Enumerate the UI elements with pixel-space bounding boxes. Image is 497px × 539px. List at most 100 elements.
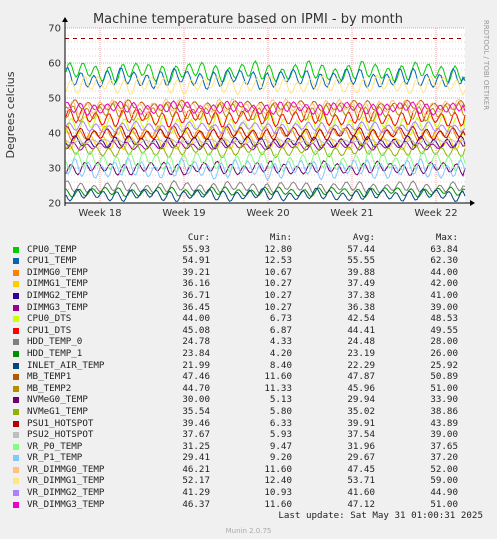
rrdtool-credit: RRDTOOL / TOBI OETIKER <box>482 20 490 110</box>
legend-row: DIMMG0_TEMP 39.21 10.67 39.88 44.00 <box>13 267 493 279</box>
legend-cur-value: 41.29 <box>182 487 210 499</box>
legend-avg-value: 23.19 <box>347 347 375 359</box>
legend-max-value: 49.55 <box>430 324 458 336</box>
legend-avg-value: 24.48 <box>347 336 375 348</box>
legend-series-name: DIMMG3_TEMP <box>27 301 88 313</box>
legend-swatch <box>13 258 19 265</box>
legend-avg-value: 42.54 <box>347 313 375 325</box>
x-tick-label: Week 21 <box>330 208 373 219</box>
legend-avg-value: 47.12 <box>347 498 375 510</box>
legend-cur-value: 47.46 <box>182 371 210 383</box>
legend-series-name: VR_P1_TEMP <box>27 452 83 464</box>
legend-max-value: 44.90 <box>430 487 458 499</box>
x-tick-labels: Week 18 Week 19 Week 20 Week 21 Week 22 <box>78 208 457 219</box>
legend-swatch <box>13 443 19 450</box>
legend-row: VR_DIMMG3_TEMP 46.37 11.60 47.12 51.00 <box>13 499 493 511</box>
legend-avg-value: 36.38 <box>347 301 375 313</box>
legend-max-value: 25.92 <box>430 359 458 371</box>
legend-max-value: 63.84 <box>430 243 458 255</box>
legend-max-value: 33.90 <box>430 394 458 406</box>
legend-cur-value: 35.54 <box>182 405 210 417</box>
legend-row: NVMeG0_TEMP 30.00 5.13 29.94 33.90 <box>13 394 493 406</box>
legend-swatch <box>13 374 19 381</box>
series-line-vr-p0-temp <box>65 149 466 173</box>
legend-avg-value: 55.55 <box>347 255 375 267</box>
legend-row: VR_P1_TEMP 29.41 9.20 29.67 37.20 <box>13 452 493 464</box>
legend-cur-value: 36.16 <box>182 278 210 290</box>
header-cur: Cur: <box>187 232 210 243</box>
series-line-dimmg1-temp <box>65 132 466 151</box>
legend-avg-value: 39.91 <box>347 417 375 429</box>
legend-avg-value: 31.96 <box>347 440 375 452</box>
legend-series-name: DIMMG0_TEMP <box>27 266 88 278</box>
series-line-hdd-temp-0 <box>65 180 466 195</box>
legend-series-name: VR_DIMMG3_TEMP <box>27 498 105 510</box>
series-line-mb-temp2 <box>65 101 466 123</box>
legend-row: CPU0_DTS 44.00 6.73 42.54 48.53 <box>13 313 493 325</box>
legend-avg-value: 44.41 <box>347 324 375 336</box>
legend-swatch <box>13 420 19 427</box>
legend-row: VR_DIMMG0_TEMP 46.21 11.60 47.45 52.00 <box>13 464 493 476</box>
legend-row: HDD_TEMP_0 24.78 4.33 24.48 28.00 <box>13 336 493 348</box>
legend-swatch <box>13 501 19 508</box>
legend-series-name: CPU1_TEMP <box>27 255 77 267</box>
legend-swatch <box>13 304 19 311</box>
series-lines <box>65 60 466 203</box>
legend-avg-value: 29.94 <box>347 394 375 406</box>
legend-max-value: 59.00 <box>430 475 458 487</box>
legend-series-name: MB_TEMP2 <box>27 382 72 394</box>
series-line-nvmeg1-temp <box>65 142 466 159</box>
legend-min-value: 9.47 <box>269 440 292 452</box>
chart-title: Machine temperature based on IPMI - by m… <box>93 12 403 27</box>
legend-row: MB_TEMP2 44.70 11.33 45.96 51.00 <box>13 383 493 395</box>
legend-max-value: 51.00 <box>430 498 458 510</box>
legend-max-value: 38.86 <box>430 405 458 417</box>
legend-row: NVMeG1_TEMP 35.54 5.80 35.02 38.86 <box>13 406 493 418</box>
legend-cur-value: 36.71 <box>182 289 210 301</box>
legend-min-value: 5.80 <box>269 405 292 417</box>
legend-series-name: PSU1_HOTSPOT <box>27 417 94 429</box>
y-tick-label: 40 <box>48 129 61 140</box>
legend-min-value: 5.93 <box>269 429 292 441</box>
legend-max-value: 48.53 <box>430 313 458 325</box>
legend-series-name: VR_DIMMG1_TEMP <box>27 475 105 487</box>
legend-swatch <box>13 466 19 473</box>
series-line-vr-p1-temp <box>65 156 466 181</box>
series-line-vr-dimmg2-temp <box>65 120 466 135</box>
legend-series-name: CPU0_TEMP <box>27 243 77 255</box>
legend-min-value: 5.13 <box>269 394 292 406</box>
legend-avg-value: 47.87 <box>347 371 375 383</box>
series-line-psu2-hotspot <box>65 138 466 145</box>
legend-avg-value: 35.02 <box>347 405 375 417</box>
legend-cur-value: 23.84 <box>182 347 210 359</box>
series-line-vr-dimmg3-temp <box>65 100 466 117</box>
legend-swatch <box>13 327 19 334</box>
legend-swatch <box>13 408 19 415</box>
x-tick-label: Week 22 <box>414 208 457 219</box>
legend-series-name: VR_P0_TEMP <box>27 440 83 452</box>
legend-min-value: 6.33 <box>269 417 292 429</box>
header-min: Min: <box>269 232 292 243</box>
legend-row: VR_DIMMG1_TEMP 52.17 12.40 53.71 59.00 <box>13 475 493 487</box>
legend-avg-value: 39.88 <box>347 266 375 278</box>
legend-series-name: PSU2_HOTSPOT <box>27 429 94 441</box>
legend-min-value: 4.20 <box>269 347 292 359</box>
legend-row: HDD_TEMP_1 23.84 4.20 23.19 26.00 <box>13 348 493 360</box>
legend-cur-value: 55.93 <box>182 243 210 255</box>
legend-max-value: 52.00 <box>430 463 458 475</box>
legend-swatch <box>13 478 19 485</box>
series-line-inlet-air-temp <box>65 187 466 203</box>
legend-avg-value: 47.45 <box>347 463 375 475</box>
legend-min-value: 10.67 <box>264 266 292 278</box>
y-tick-label: 50 <box>48 94 61 105</box>
legend-max-value: 37.65 <box>430 440 458 452</box>
legend-cur-value: 24.78 <box>182 336 210 348</box>
legend-cur-value: 29.41 <box>182 452 210 464</box>
legend-row: VR_DIMMG2_TEMP 41.29 10.93 41.60 44.90 <box>13 487 493 499</box>
legend-min-value: 12.40 <box>264 475 292 487</box>
legend-row: CPU1_TEMP 54.91 12.53 55.55 62.30 <box>13 255 493 267</box>
series-line-hdd-temp-1 <box>65 186 466 198</box>
legend-cur-value: 39.46 <box>182 417 210 429</box>
legend-swatch <box>13 246 19 253</box>
legend-max-value: 39.00 <box>430 301 458 313</box>
